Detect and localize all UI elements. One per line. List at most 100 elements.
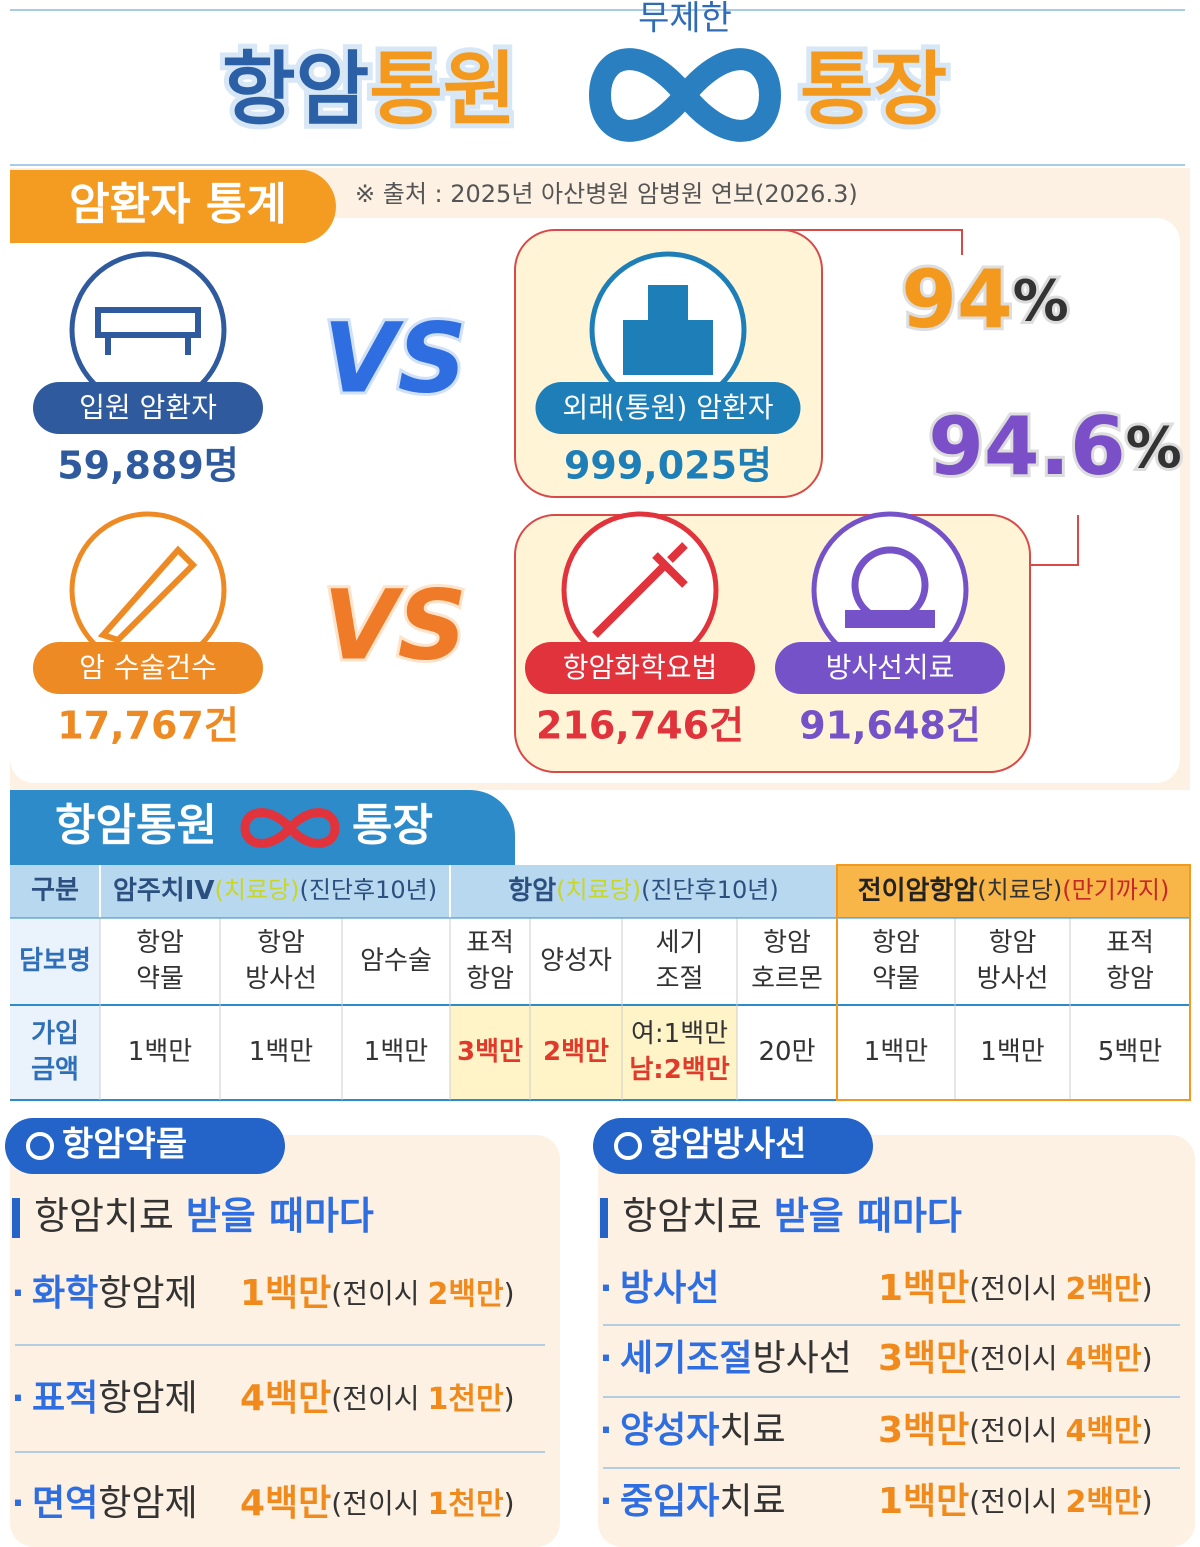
item-name: 세기조절방사선: [620, 1338, 852, 1379]
item-highlight: 양성자: [620, 1410, 719, 1451]
item-amount: 1백만(전이시 2백만): [878, 1268, 1153, 1309]
note-open: (전이시: [969, 1485, 1057, 1518]
connector: [760, 229, 963, 255]
table-cell: 항암: [466, 964, 514, 994]
table-cell: 남:2백만: [629, 1055, 729, 1085]
group-term: (진단후10년): [299, 876, 437, 904]
subtitle: 무제한: [638, 0, 732, 39]
table-tab: [10, 790, 515, 865]
panel-bg: [10, 1135, 560, 1547]
item-amount: 4백만(전이시 1천만): [240, 1483, 515, 1524]
source: ※ 출처 : 2025년 아산병원 암병원 연보(2026.3): [355, 180, 858, 208]
group-term: (진단후10년): [641, 876, 779, 904]
note-close: ): [504, 1487, 515, 1520]
item-amount: 3백만(전이시 4백만): [878, 1338, 1153, 1379]
bullet: ·: [600, 1269, 613, 1309]
amount: 3백만: [878, 1338, 969, 1379]
item-highlight: 면역: [32, 1483, 98, 1524]
table-cell: 5백만: [1098, 1037, 1162, 1067]
table-cell: 항암: [763, 928, 811, 958]
group-header: 항암(치료당)(진단후10년): [508, 876, 778, 906]
header-bg: [837, 865, 1190, 918]
stat-label: 암 수술건수: [79, 651, 217, 684]
table-title: 항암통원: [55, 800, 217, 851]
table-cell: 1백만: [249, 1037, 313, 1067]
row-label: 금액: [31, 1055, 79, 1085]
vs: VS: [323, 302, 466, 414]
title-part: 항암: [222, 43, 369, 136]
group-name: 전이암항암: [858, 876, 978, 906]
item-highlight: 세기조절: [620, 1338, 752, 1379]
table-cell: 표적: [466, 928, 514, 958]
table-cell: 조절: [656, 964, 704, 994]
item-name: 방사선: [620, 1268, 719, 1309]
table-cell: 약물: [872, 964, 920, 994]
tab-icon: [26, 1132, 54, 1160]
stat-value: 91,648건: [799, 704, 981, 748]
table-cell: 암수술: [360, 946, 432, 976]
panel-heading: 항암치료 받을 때마다: [622, 1194, 962, 1238]
table-cell: 20만: [758, 1037, 815, 1067]
heading-bar: [12, 1198, 20, 1238]
bullet: ·: [12, 1484, 25, 1524]
note-amount: 1천만: [428, 1382, 504, 1417]
table-title: 통장: [352, 800, 433, 851]
share: 94.6%: [928, 400, 1182, 493]
bullet: ·: [12, 1274, 25, 1314]
icon: [845, 610, 935, 628]
tab-icon: [614, 1132, 642, 1160]
header-label: 구분: [31, 876, 79, 906]
item-highlight: 화학: [32, 1273, 98, 1314]
item-plain: 항암제: [98, 1378, 197, 1419]
note-close: ): [1142, 1272, 1153, 1305]
table-cell: 1백만: [980, 1037, 1044, 1067]
group-name: 암주치IV: [113, 876, 215, 906]
vs: VS: [323, 569, 466, 681]
header-bg: [10, 865, 837, 918]
share-number: 94.6: [928, 400, 1125, 493]
group-per: (치료당): [215, 876, 300, 904]
item-amount: 4백만(전이시 1천만): [240, 1378, 515, 1419]
note-open: (전이시: [969, 1342, 1057, 1375]
item-amount: 1백만(전이시 2백만): [240, 1273, 515, 1314]
icon: [97, 545, 198, 644]
table-cell: 항암: [1106, 964, 1154, 994]
item-highlight: 표적: [32, 1378, 98, 1419]
table-cell: 방사선: [245, 964, 317, 994]
table-cell: 1백만: [364, 1037, 428, 1067]
table-cell: 세기: [656, 928, 704, 958]
row-label: 담보명: [19, 946, 91, 976]
table-cell: 1백만: [128, 1037, 192, 1067]
group-header: 암주치IV(치료당)(진단후10년): [113, 876, 437, 906]
label-pill: [535, 382, 801, 434]
title-part: 통원: [369, 43, 516, 136]
note-amount: 4백만: [1066, 1342, 1142, 1377]
heading-emphasis: 받을 때마다: [186, 1194, 374, 1238]
table-cell: 방사선: [977, 964, 1049, 994]
bullet: ·: [600, 1411, 613, 1451]
panel-heading: 항암치료 받을 때마다: [34, 1194, 374, 1238]
stat-label: 입원 암환자: [79, 391, 217, 424]
item-plain: 항암제: [98, 1273, 197, 1314]
note-close: ): [1142, 1414, 1153, 1447]
table-cell: 약물: [136, 964, 184, 994]
table-cell: 호르몬: [751, 964, 823, 994]
amount: 4백만: [240, 1483, 331, 1524]
table-cell: 항암: [136, 928, 184, 958]
note-close: ): [504, 1277, 515, 1310]
item-amount: 3백만(전이시 4백만): [878, 1410, 1153, 1451]
panel-tab: [593, 1118, 873, 1174]
item-highlight: 방사선: [620, 1268, 719, 1309]
amount: 4백만: [240, 1378, 331, 1419]
note-open: (전이시: [969, 1414, 1057, 1447]
note-amount: 2백만: [1066, 1485, 1142, 1520]
note-open: (전이시: [331, 1277, 419, 1310]
amount: 1백만: [240, 1273, 331, 1314]
heading-plain: 항암치료: [34, 1194, 174, 1238]
note-open: (전이시: [331, 1487, 419, 1520]
item-plain: 항암제: [98, 1483, 197, 1524]
stat-value: 59,889명: [57, 444, 239, 488]
note-open: (전이시: [331, 1382, 419, 1415]
item-plain: 치료: [719, 1481, 785, 1522]
amount: 3백만: [878, 1410, 969, 1451]
